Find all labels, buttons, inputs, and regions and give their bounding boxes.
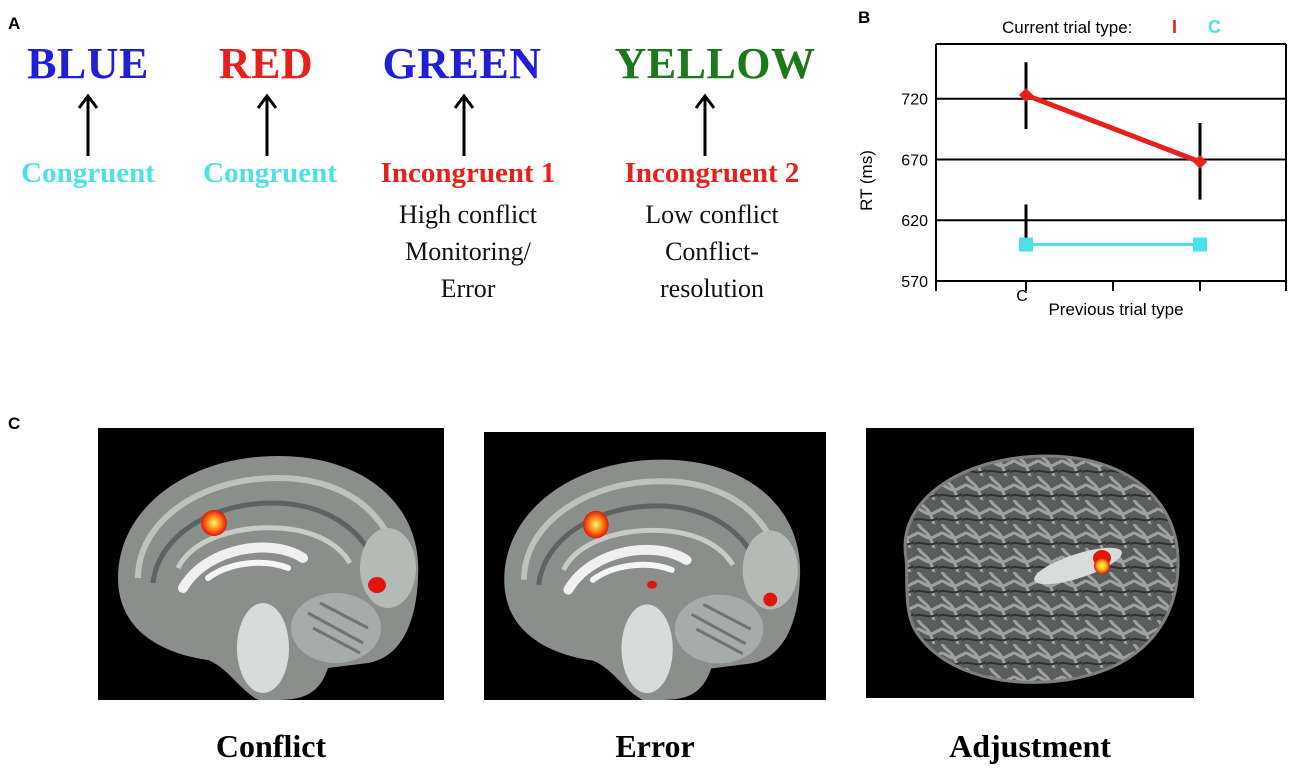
stroop-word: RED: [218, 39, 314, 88]
y-tick-label: 570: [901, 274, 928, 291]
stroop-word: YELLOW: [614, 39, 816, 88]
panel-label-c: C: [8, 414, 21, 433]
series-line-I: [1025, 92, 1201, 165]
description-line: Monitoring/: [405, 237, 531, 266]
description-line: resolution: [660, 274, 764, 303]
panel-label-a: A: [8, 14, 21, 33]
description-line: Conflict-: [665, 237, 759, 266]
stroop-category: Congruent: [21, 157, 155, 189]
legend-title: Current trial type:: [1002, 18, 1132, 37]
data-point-C: [1193, 237, 1207, 252]
up-arrow-icon: [453, 93, 475, 156]
sagittal-brain-illustration: [118, 456, 419, 700]
stroop-category: Congruent: [203, 157, 337, 189]
stroop-category: Incongruent 2: [624, 157, 800, 189]
surface-brain-illustration: [903, 454, 1180, 684]
description-line: High conflict: [399, 200, 537, 229]
brain-caption-conflict: Conflict: [215, 728, 327, 764]
brain-caption-error: Error: [615, 728, 695, 764]
description-line: Error: [440, 274, 496, 303]
stroop-word: BLUE: [27, 39, 149, 88]
stroop-description: Low conflict Conflict- resolution: [612, 196, 812, 307]
panel-label-b: B: [858, 8, 871, 27]
brain-image-error: [484, 432, 826, 700]
x-axis-label: Previous trial type: [1048, 300, 1183, 319]
description-line: Low conflict: [645, 200, 779, 229]
sagittal-brain-illustration: [504, 459, 801, 700]
legend-entry-I: I: [1172, 17, 1177, 37]
stroop-word: GREEN: [382, 39, 542, 88]
data-point-I: [1193, 154, 1207, 169]
y-tick-label: 620: [901, 213, 928, 230]
brain-caption-adjustment: Adjustment: [949, 728, 1111, 764]
up-arrow-icon: [77, 93, 99, 156]
data-point-I: [1019, 88, 1033, 103]
x-tick-label: C: [1016, 288, 1028, 305]
stroop-category: Incongruent 1: [380, 157, 556, 189]
up-arrow-icon: [694, 93, 716, 156]
brain-image-conflict: [98, 428, 444, 700]
up-arrow-icon: [256, 93, 278, 156]
y-tick-label: 720: [901, 92, 928, 109]
rt-chart: Current trial type: I C 570 620 670 720 C Previo…: [857, 17, 1287, 319]
brain-image-adjustment: [866, 428, 1194, 698]
stroop-description: High conflict Monitoring/ Error: [368, 196, 568, 307]
y-tick-label: 670: [901, 152, 928, 169]
y-axis-label: RT (ms): [857, 150, 876, 211]
data-point-C: [1019, 237, 1033, 252]
legend-entry-C: C: [1208, 17, 1221, 37]
